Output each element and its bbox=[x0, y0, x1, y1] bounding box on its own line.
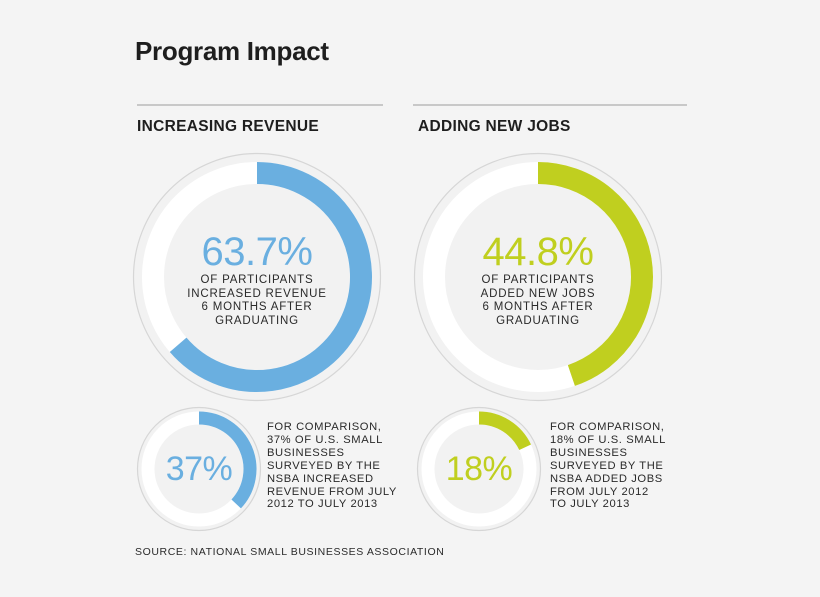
jobs-comparison-arc bbox=[478, 411, 532, 451]
section-label-revenue: INCREASING REVENUE bbox=[137, 118, 319, 135]
jobs-comparison-value: 18% bbox=[445, 450, 513, 488]
revenue-comparison-donut: 37% bbox=[136, 406, 262, 532]
page-title: Program Impact bbox=[135, 36, 329, 66]
section-rule-revenue bbox=[137, 104, 383, 106]
jobs-main-donut: 44.8% OF PARTICIPANTS ADDED NEW JOBS 6 M… bbox=[413, 152, 663, 402]
revenue-main-arc bbox=[169, 162, 372, 392]
jobs-main-caption: OF PARTICIPANTS ADDED NEW JOBS 6 MONTHS … bbox=[480, 274, 596, 327]
section-label-jobs: ADDING NEW JOBS bbox=[418, 118, 571, 135]
revenue-main-donut: 63.7% OF PARTICIPANTS INCREASED REVENUE … bbox=[132, 152, 382, 402]
donut-outline bbox=[413, 152, 663, 402]
revenue-comparison-value: 37% bbox=[165, 450, 233, 488]
donut-outline bbox=[136, 406, 262, 532]
jobs-comparison-text: FOR COMPARISON, 18% OF U.S. SMALL BUSINE… bbox=[550, 421, 666, 511]
jobs-comparison-donut: 18% bbox=[416, 406, 542, 532]
revenue-main-caption: OF PARTICIPANTS INCREASED REVENUE 6 MONT… bbox=[187, 274, 327, 327]
jobs-main-value: 44.8% bbox=[482, 230, 594, 274]
source-note: SOURCE: NATIONAL SMALL BUSINESSES ASSOCI… bbox=[135, 546, 445, 558]
donut-outline bbox=[132, 152, 382, 402]
revenue-comparison-text: FOR COMPARISON, 37% OF U.S. SMALL BUSINE… bbox=[267, 421, 397, 511]
donut-outline bbox=[416, 406, 542, 532]
revenue-comparison-arc bbox=[198, 411, 257, 509]
section-rule-jobs bbox=[413, 104, 687, 106]
jobs-main-arc bbox=[537, 162, 653, 386]
revenue-main-value: 63.7% bbox=[201, 230, 313, 274]
